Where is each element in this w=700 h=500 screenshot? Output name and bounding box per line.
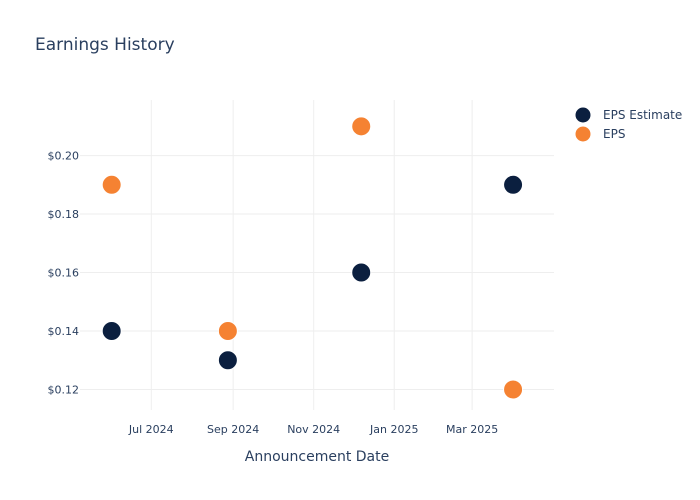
data-point[interactable] [503,379,524,400]
legend-label: EPS Estimate [603,108,682,122]
series-eps [101,116,524,400]
data-point[interactable] [217,350,238,371]
legend-item[interactable]: EPS [574,125,625,143]
x-axis-ticks: Jul 2024 Sep 2024 Nov 2024 Jan 2025 Mar 2025 [128,423,498,436]
y-tick-label: $0.12 [48,384,80,397]
y-tick-label: $0.18 [48,208,80,221]
data-point[interactable] [101,321,122,342]
x-tick-label: Sep 2024 [207,423,259,436]
x-tick-label: Jul 2024 [128,423,174,436]
data-points [101,116,524,400]
legend-label: EPS [603,127,625,141]
legend-marker [574,106,592,124]
data-point[interactable] [217,321,238,342]
x-axis-title: Announcement Date [245,449,389,465]
data-point[interactable] [101,174,122,195]
y-tick-label: $0.16 [48,267,80,280]
legend-item[interactable]: EPS Estimate [574,106,682,124]
legend-marker [574,125,592,143]
data-point[interactable] [351,116,372,137]
y-tick-label: $0.20 [48,150,80,163]
x-tick-label: Mar 2025 [446,423,498,436]
legend: EPS Estimate EPS [574,106,682,143]
y-axis-ticks: $0.12 $0.14 $0.16 $0.18 $0.20 [48,150,80,397]
x-tick-label: Nov 2024 [287,423,340,436]
chart-title: Earnings History [35,35,175,55]
series-eps-estimate [101,174,524,371]
data-point[interactable] [503,174,524,195]
y-tick-label: $0.14 [48,325,80,338]
data-point[interactable] [351,262,372,283]
x-tick-label: Jan 2025 [369,423,418,436]
grid [80,100,554,410]
